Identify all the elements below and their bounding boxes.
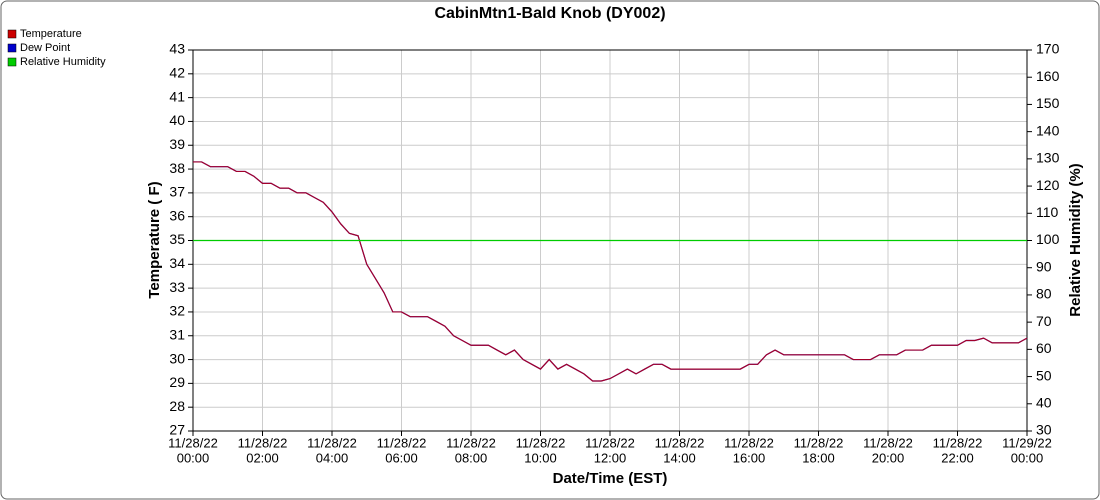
x-tick-label: 11/29/22 [1002,435,1052,450]
y-tick-label: 29 [169,374,185,390]
y2-tick-label: 80 [1036,286,1052,302]
x-tick-label: 11/28/22 [863,435,913,450]
y-tick-label: 33 [169,279,185,295]
y2-tick-label: 60 [1036,340,1052,356]
y-tick-label: 31 [169,326,185,342]
y2-tick-label: 170 [1036,41,1060,57]
y-tick-label: 34 [169,255,185,271]
legend-label: Dew Point [20,42,70,54]
legend-swatch [7,57,17,67]
x-tick-label: 06:00 [385,450,418,465]
y2-tick-label: 40 [1036,394,1052,410]
x-tick-label: 11/28/22 [168,435,218,450]
x-tick-label: 22:00 [941,450,974,465]
chart-title: CabinMtn1-Bald Knob (DY002) [434,5,665,22]
x-tick-label: 11/28/22 [724,435,774,450]
x-tick-label: 11/28/22 [933,435,983,450]
y2-tick-label: 110 [1036,204,1059,220]
x-tick-label: 11/28/22 [585,435,635,450]
y2-axis-title: Relative Humidity (%) [1067,163,1084,316]
x-tick-label: 00:00 [1011,450,1044,465]
y-tick-label: 37 [169,184,185,200]
x-axis-title: Date/Time (EST) [553,470,668,487]
x-tick-label: 00:00 [177,450,210,465]
x-tick-label: 11/28/22 [655,435,705,450]
y-tick-label: 38 [169,160,185,176]
y-tick-label: 42 [169,65,185,81]
y-tick-label: 27 [169,422,185,438]
x-tick-label: 11/28/22 [446,435,496,450]
x-tick-label: 12:00 [594,450,627,465]
x-tick-label: 14:00 [663,450,696,465]
y-tick-label: 36 [169,207,185,223]
x-tick-label: 11/28/22 [794,435,844,450]
y-tick-label: 30 [169,350,185,366]
x-tick-label: 10:00 [524,450,557,465]
y2-tick-label: 120 [1036,177,1060,193]
y-tick-label: 43 [169,41,185,57]
y2-tick-label: 100 [1036,231,1060,247]
y2-tick-label: 140 [1036,122,1060,138]
x-tick-label: 02:00 [246,450,279,465]
y2-tick-label: 70 [1036,313,1052,329]
x-tick-label: 20:00 [872,450,905,465]
y2-tick-label: 160 [1036,68,1060,84]
y-tick-label: 41 [169,88,185,104]
x-tick-label: 11/28/22 [377,435,427,450]
y-tick-label: 35 [169,231,185,247]
x-tick-label: 11/28/22 [238,435,288,450]
x-tick-label: 04:00 [316,450,349,465]
y-tick-label: 40 [169,112,185,128]
y-tick-label: 28 [169,398,185,414]
y-axis-title: Temperature ( F) [146,181,163,298]
legend-swatch [7,29,17,39]
y2-tick-label: 50 [1036,367,1052,383]
y2-tick-label: 150 [1036,95,1060,111]
x-tick-label: 16:00 [733,450,766,465]
y2-tick-label: 30 [1036,422,1052,438]
x-tick-label: 11/28/22 [516,435,566,450]
x-tick-label: 11/28/22 [307,435,357,450]
legend-label: Temperature [20,28,82,40]
series-line [193,161,1028,382]
y2-tick-label: 130 [1036,150,1060,166]
x-tick-label: 18:00 [802,450,835,465]
legend-label: Relative Humidity [20,56,106,68]
legend-swatch [7,43,17,53]
y-tick-label: 39 [169,136,185,152]
y-tick-label: 32 [169,303,185,319]
x-tick-label: 08:00 [455,450,488,465]
y2-tick-label: 90 [1036,258,1052,274]
